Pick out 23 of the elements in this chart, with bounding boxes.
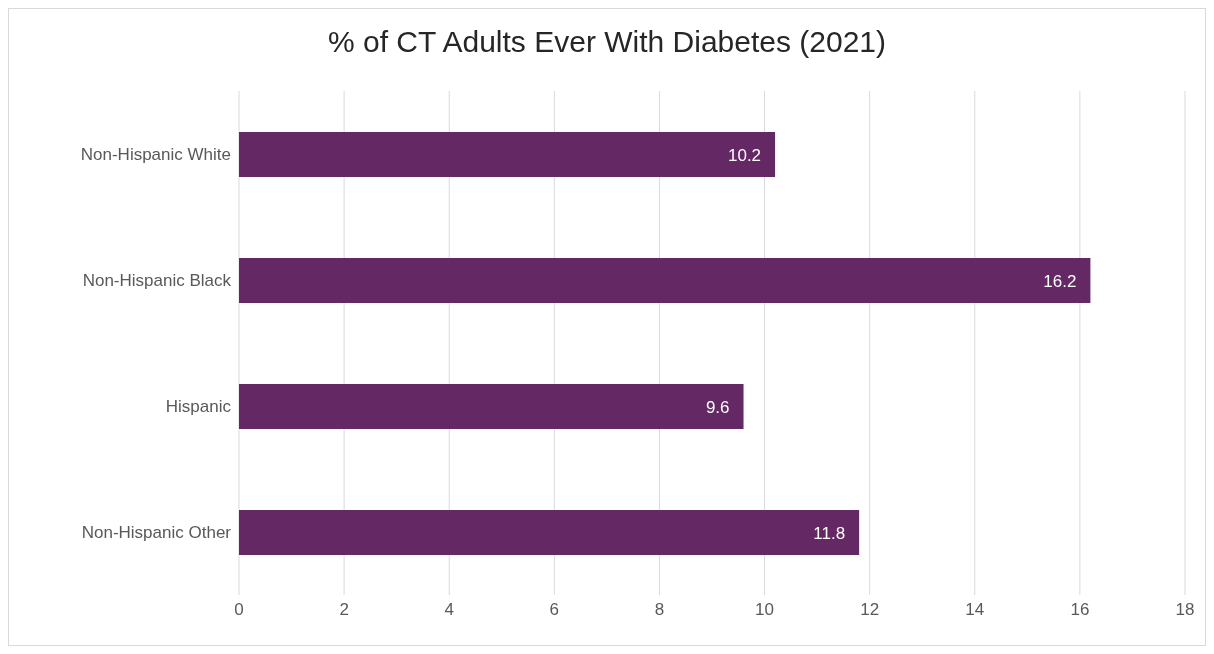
x-tick-label: 10: [755, 600, 775, 620]
data-label: 16.2: [1043, 271, 1077, 291]
y-tick-label: Non-Hispanic Black: [82, 271, 232, 291]
y-tick-label: Non-Hispanic Other: [81, 523, 232, 543]
bar: [239, 384, 744, 429]
y-tick-label: Hispanic: [165, 397, 232, 417]
x-tick-label: 6: [549, 600, 560, 620]
x-tick-label: 16: [1070, 600, 1090, 620]
bar: [239, 132, 776, 177]
bar: [239, 258, 1091, 303]
bar: [239, 510, 860, 555]
x-tick-label: 0: [234, 600, 244, 620]
data-label: 10.2: [727, 145, 762, 165]
x-tick-label: 12: [860, 600, 880, 620]
data-label: 9.6: [705, 397, 730, 417]
x-tick-label: 8: [654, 600, 665, 620]
x-tick-label: 14: [965, 600, 985, 620]
data-label: 11.8: [813, 523, 846, 543]
x-tick-label: 2: [339, 600, 349, 620]
y-tick-label: Non-Hispanic White: [80, 145, 231, 165]
chart-title: % of CT Adults Ever With Diabetes (2021): [327, 24, 887, 60]
x-tick-label: 18: [1175, 600, 1195, 620]
x-tick-label: 4: [444, 600, 454, 620]
